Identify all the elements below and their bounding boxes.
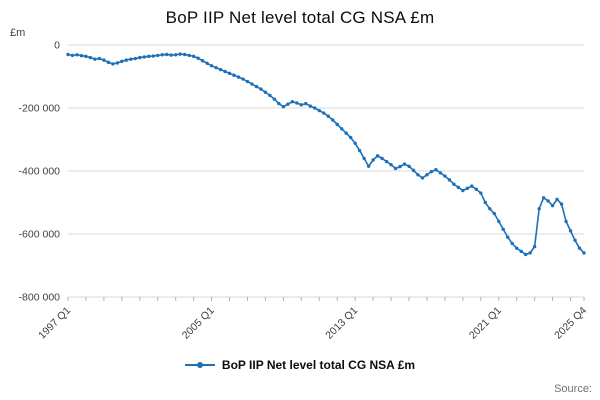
svg-text:2005 Q1: 2005 Q1: [180, 305, 217, 342]
svg-text:0: 0: [54, 40, 60, 52]
svg-text:-600 000: -600 000: [19, 229, 61, 241]
svg-text:2025 Q4: 2025 Q4: [552, 305, 589, 342]
svg-text:-200 000: -200 000: [19, 103, 61, 115]
chart-title: BoP IIP Net level total CG NSA £m: [165, 8, 435, 27]
legend-marker-icon: [184, 362, 215, 368]
legend-line-marker: [184, 360, 215, 370]
svg-text:2021 Q1: 2021 Q1: [467, 305, 504, 342]
svg-text:-400 000: -400 000: [19, 166, 61, 178]
source-label: Source:: [554, 383, 592, 395]
y-axis-unit-label: £m: [10, 27, 26, 39]
svg-text:-800 000: -800 000: [19, 292, 61, 304]
svg-text:1997 Q1: 1997 Q1: [36, 305, 73, 342]
legend-label: BoP IIP Net level total CG NSA £m: [221, 358, 416, 372]
svg-text:2013 Q1: 2013 Q1: [323, 305, 360, 342]
legend: BoP IIP Net level total CG NSA £m: [0, 358, 600, 372]
